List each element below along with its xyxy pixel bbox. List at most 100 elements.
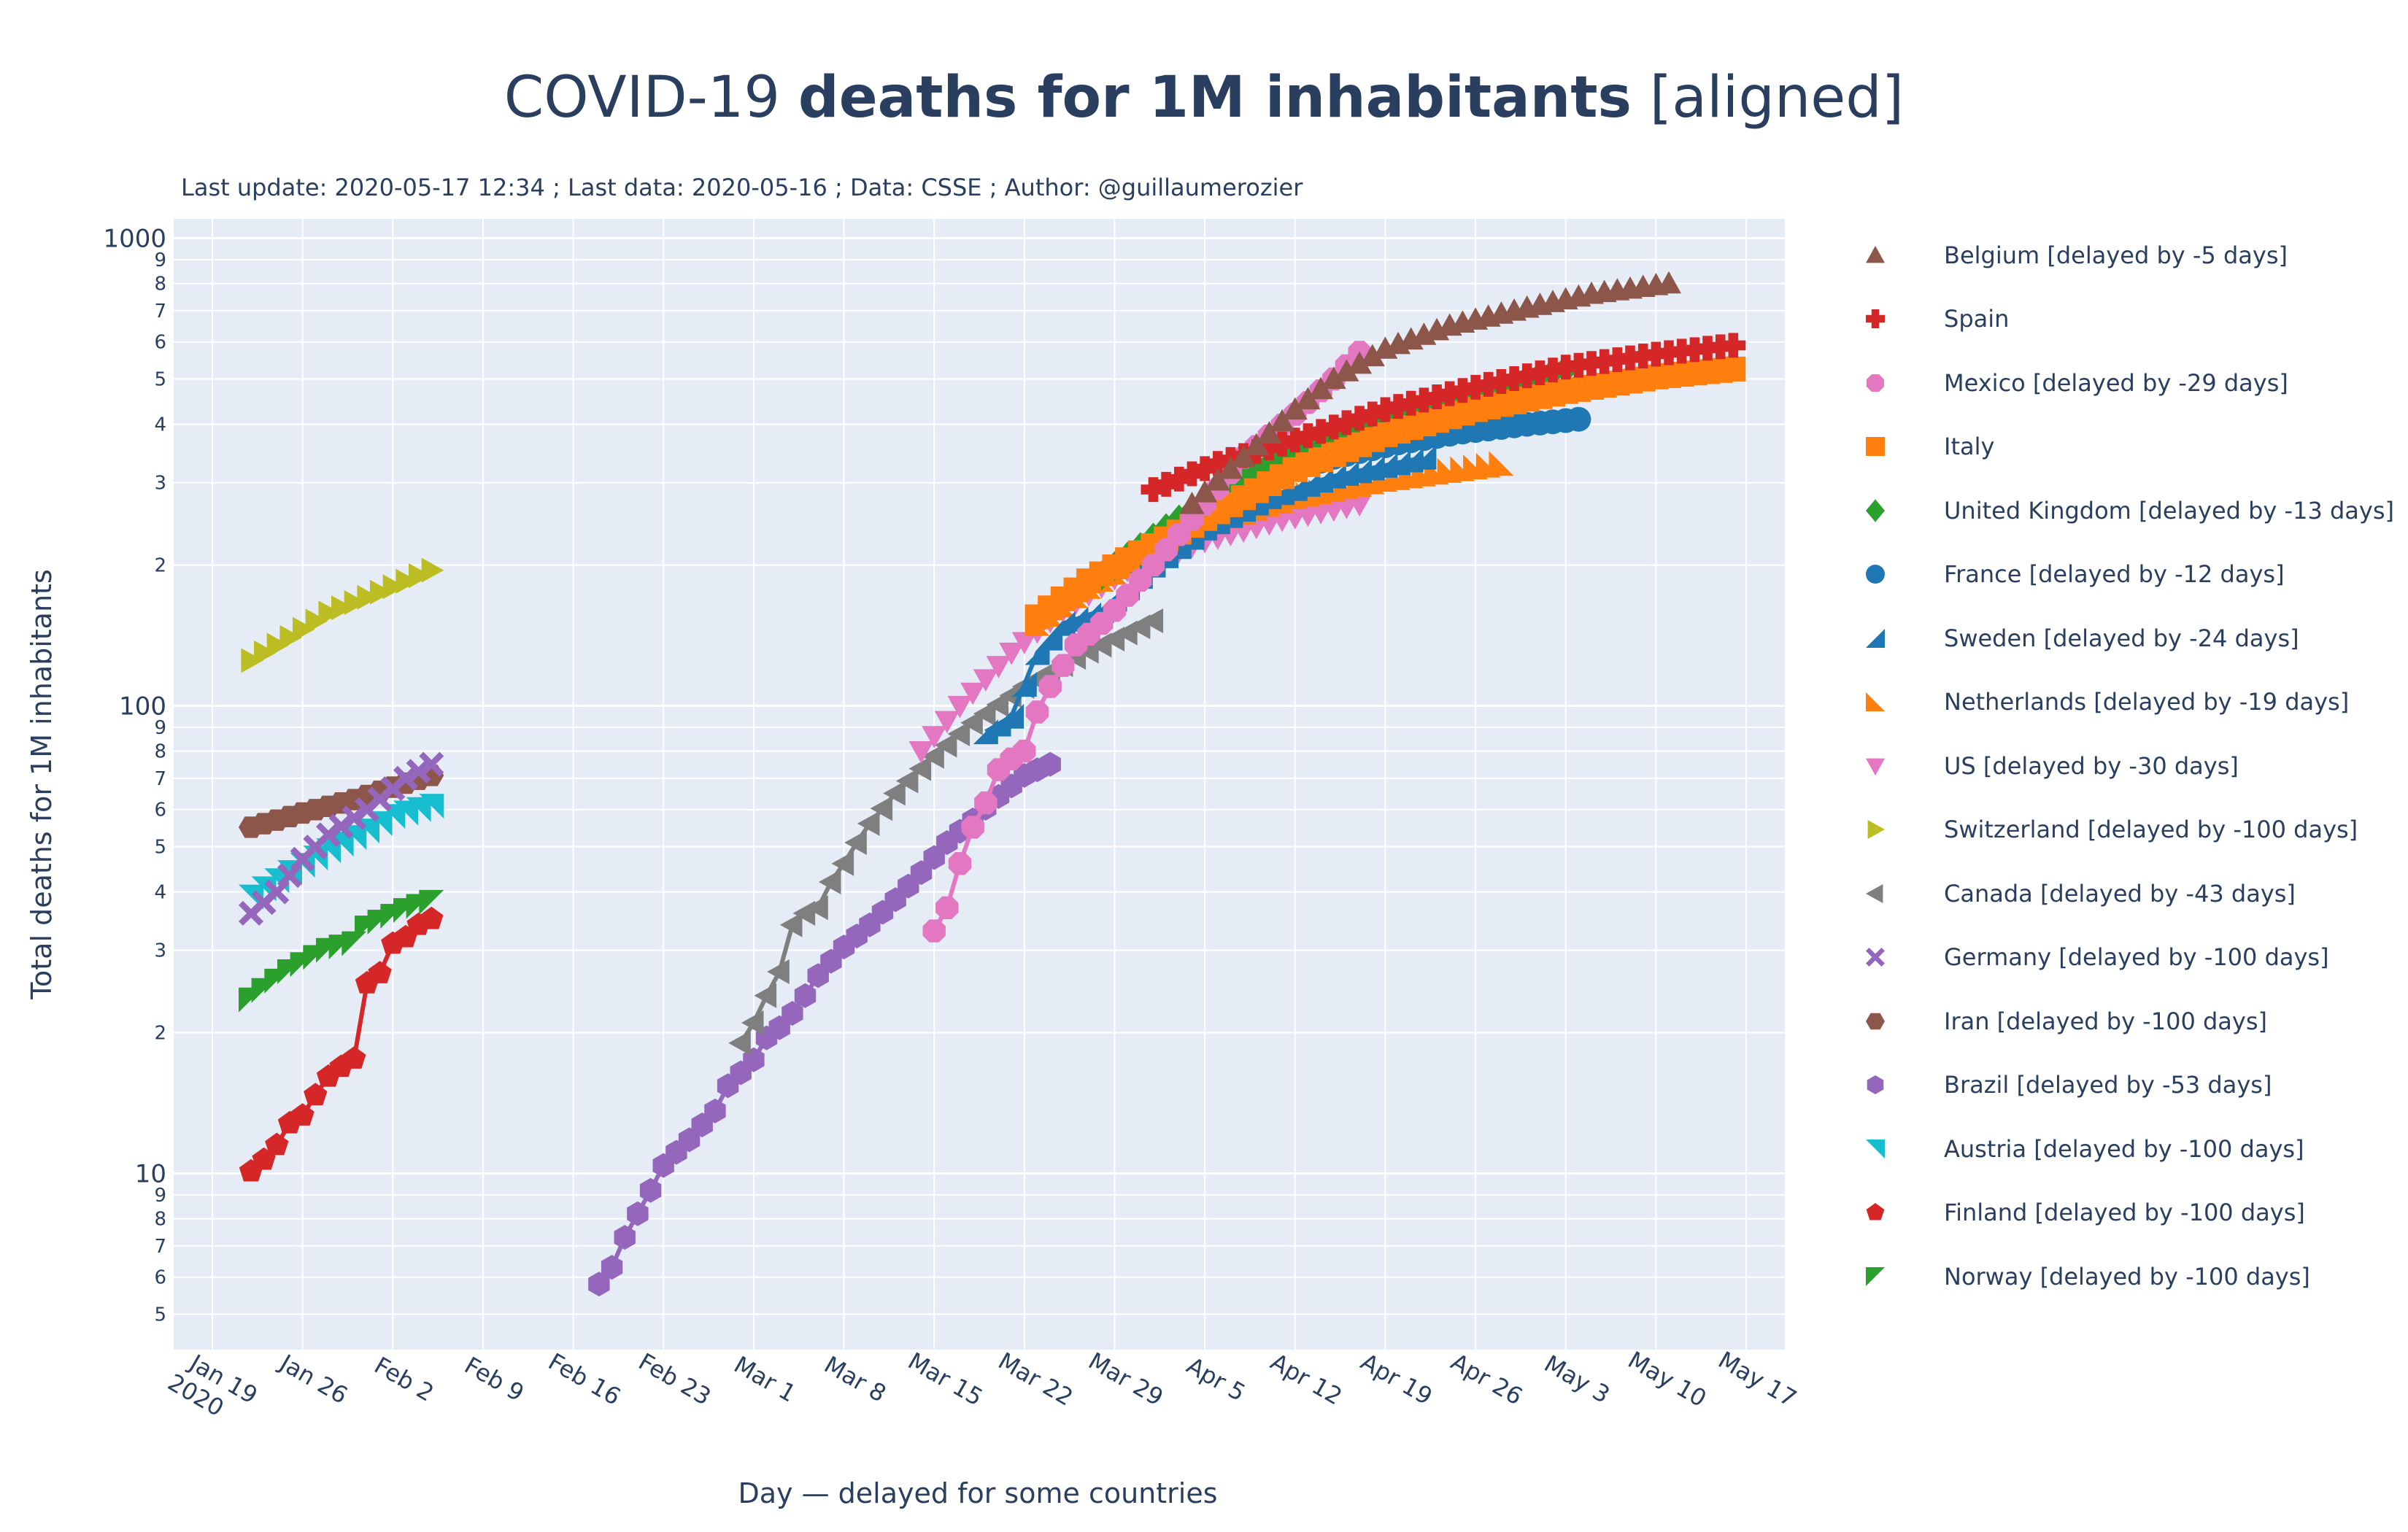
y-tick-label-minor: 6 — [154, 332, 166, 354]
legend-item-austria[interactable]: Austria [delayed by -100 days] — [1846, 1117, 2394, 1181]
data-point-united-kingdom — [1231, 461, 1257, 491]
data-point-spain — [1579, 351, 1604, 376]
legend-item-iran[interactable]: Iran [delayed by -100 days] — [1846, 989, 2394, 1053]
x-tick-label: Jan 26 — [274, 1348, 353, 1409]
y-tick-label-major: 10 — [135, 1160, 166, 1189]
legend-item-belgium[interactable]: Belgium [delayed by -5 days] — [1846, 223, 2394, 287]
legend-item-netherlands[interactable]: Netherlands [delayed by -19 days] — [1846, 670, 2394, 735]
legend-label: Iran [delayed by -100 days] — [1944, 1007, 2267, 1035]
data-point-belgium — [1218, 456, 1243, 479]
data-point-brazil — [910, 860, 933, 886]
data-point-switzerland — [382, 574, 406, 600]
data-point-canada — [844, 830, 867, 855]
data-point-mexico — [922, 919, 946, 943]
data-point-austria — [406, 797, 431, 822]
data-point-spain — [1656, 340, 1681, 365]
series-finland — [239, 906, 444, 1182]
data-point-austria — [290, 853, 315, 878]
data-point-belgium — [1334, 359, 1359, 382]
series-belgium — [1179, 271, 1681, 514]
data-point-us — [934, 711, 960, 734]
data-point-germany — [341, 805, 367, 831]
series-brazil — [588, 751, 1061, 1297]
data-point-brazil — [923, 845, 945, 870]
legend-item-mexico[interactable]: Mexico [delayed by -29 days] — [1846, 351, 2394, 415]
legend-item-switzerland[interactable]: Switzerland [delayed by -100 days] — [1846, 798, 2394, 862]
data-point-us — [1347, 494, 1373, 517]
data-point-spain — [1179, 461, 1205, 487]
data-point-belgium — [1347, 351, 1373, 374]
title-suffix: [aligned] — [1632, 65, 1904, 131]
data-point-brazil — [1039, 751, 1061, 777]
data-point-mexico — [1168, 523, 1191, 546]
data-point-canada — [831, 851, 854, 876]
data-point-sweden — [1011, 672, 1037, 697]
legend-item-us[interactable]: US [delayed by -30 days] — [1846, 734, 2394, 798]
data-point-spain — [1566, 352, 1591, 378]
data-point-brazil — [794, 983, 817, 1008]
y-tick-label-minor: 3 — [154, 940, 166, 962]
y-tick-label-minor: 2 — [154, 555, 166, 577]
data-point-mexico — [1141, 553, 1165, 577]
data-point-spain — [1475, 371, 1501, 397]
data-point-us — [986, 656, 1011, 678]
data-point-switzerland — [293, 616, 315, 642]
data-point-canada — [934, 732, 957, 758]
y-tick-label-minor: 7 — [154, 1236, 166, 1258]
x-tick-label: Apr 5 — [1182, 1352, 1250, 1407]
data-point-germany — [316, 822, 341, 848]
series-italy — [1024, 356, 1746, 630]
data-point-spain — [1154, 471, 1179, 497]
hexagon-marker-icon — [1867, 1075, 1884, 1095]
y-tick-label-minor: 7 — [154, 301, 166, 322]
data-point-belgium — [1321, 366, 1346, 390]
legend-item-united-kingdom[interactable]: United Kingdom [delayed by -13 days] — [1846, 479, 2394, 543]
data-point-switzerland — [369, 579, 393, 605]
data-point-austria — [419, 794, 444, 819]
legend-item-spain[interactable]: Spain — [1846, 287, 2394, 352]
legend-item-sweden[interactable]: Sweden [delayed by -24 days] — [1846, 606, 2394, 670]
data-point-belgium — [1359, 344, 1385, 367]
data-point-switzerland — [395, 568, 418, 594]
y-tick-label-minor: 8 — [154, 274, 166, 295]
cross-marker-icon — [1866, 309, 1885, 329]
legend-item-italy[interactable]: Italy — [1846, 415, 2394, 479]
data-point-brazil — [768, 1015, 790, 1040]
data-point-mexico — [948, 852, 972, 875]
title-bold: deaths for 1M inhabitants — [798, 65, 1632, 131]
legend-item-finland[interactable]: Finland [delayed by -100 days] — [1846, 1181, 2394, 1245]
data-point-switzerland — [254, 640, 277, 665]
y-tick-label-minor: 6 — [154, 800, 166, 821]
y-tick-label-minor: 9 — [154, 717, 166, 739]
legend-label: Switzerland [delayed by -100 days] — [1944, 816, 2358, 844]
triangle-sw-marker-icon — [1866, 628, 1885, 648]
data-point-switzerland — [305, 608, 328, 634]
triangle-down-marker-icon — [1866, 758, 1885, 775]
data-point-us — [947, 695, 973, 719]
data-point-belgium — [1656, 271, 1681, 294]
triangle-ne-marker-icon — [1866, 692, 1885, 712]
data-point-spain — [1540, 357, 1565, 383]
y-tick-label-minor: 6 — [154, 1267, 166, 1289]
data-point-finland — [290, 1103, 314, 1126]
series-layer — [239, 271, 1746, 1297]
circle-marker-icon — [1866, 565, 1885, 584]
legend-item-germany[interactable]: Germany [delayed by -100 days] — [1846, 926, 2394, 990]
legend-item-brazil[interactable]: Brazil [delayed by -53 days] — [1846, 1053, 2394, 1118]
data-point-united-kingdom — [1243, 455, 1269, 485]
data-point-belgium — [1243, 433, 1269, 456]
y-tick-label-minor: 4 — [154, 882, 166, 904]
legend-item-canada[interactable]: Canada [delayed by -43 days] — [1846, 862, 2394, 926]
data-point-us — [973, 669, 998, 692]
data-point-sweden — [1411, 444, 1437, 470]
data-point-france — [1566, 406, 1591, 432]
series-germany — [239, 751, 444, 926]
data-point-canada — [986, 692, 1009, 717]
legend-item-france[interactable]: France [delayed by -12 days] — [1846, 543, 2394, 607]
data-point-mexico — [974, 791, 997, 815]
data-point-belgium — [1231, 444, 1257, 468]
legend-label: Netherlands [delayed by -19 days] — [1944, 688, 2350, 716]
data-point-mexico — [1154, 538, 1178, 562]
legend-item-norway[interactable]: Norway [delayed by -100 days] — [1846, 1245, 2394, 1309]
data-point-united-kingdom — [1166, 504, 1192, 535]
